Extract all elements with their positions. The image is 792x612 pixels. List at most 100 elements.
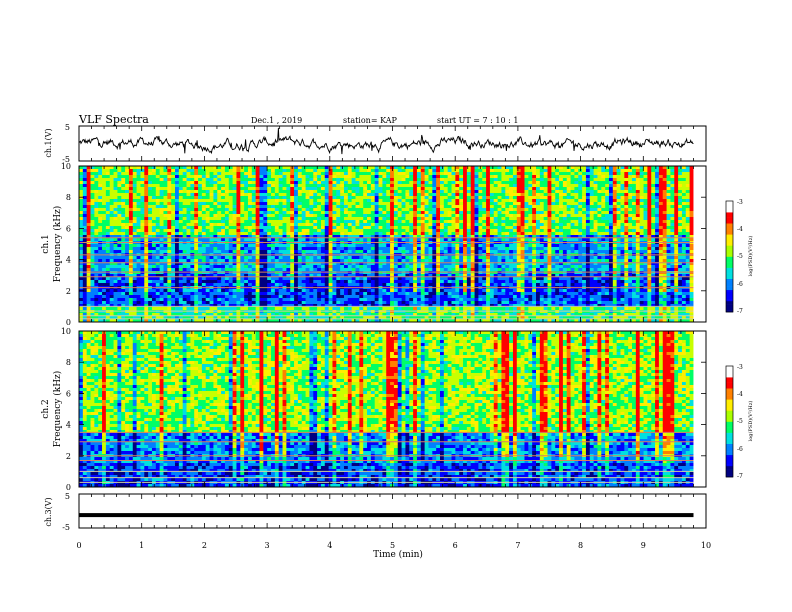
spectrogram-cell — [397, 181, 402, 185]
spectrogram-cell — [228, 166, 234, 170]
spectrogram-cell — [393, 178, 399, 182]
spectrogram-cell — [121, 166, 126, 170]
spectrogram-cell — [451, 226, 456, 230]
spectrogram-cell — [413, 169, 418, 173]
spectrogram-cell — [217, 175, 222, 179]
spectrogram-cell — [658, 211, 664, 215]
spectrogram-cell — [167, 202, 172, 206]
spectrogram-cell — [555, 199, 560, 203]
spectrogram-cell — [670, 166, 675, 170]
spectrogram-cell — [102, 229, 107, 233]
spectrogram-cell — [224, 193, 230, 197]
spectrogram-cell — [478, 196, 483, 200]
spectrogram-cell — [632, 178, 637, 182]
spectrogram-cell — [94, 181, 99, 185]
spectrogram-cell — [562, 175, 568, 179]
spectrogram-cell — [601, 190, 606, 194]
spectrogram-cell — [562, 220, 568, 224]
spectrogram-cell — [390, 175, 395, 179]
spectrogram-cell — [128, 190, 134, 194]
spectrogram-cell — [347, 217, 353, 221]
spectrogram-cell — [628, 238, 633, 242]
spectrogram-cell — [167, 250, 172, 254]
spectrogram-cell — [555, 202, 560, 206]
spectrogram-cell — [159, 199, 164, 203]
spectrogram-cell — [451, 220, 456, 224]
spectrogram-cell — [132, 181, 138, 185]
spectrogram-cell — [447, 184, 452, 188]
spectrogram-cell — [167, 208, 172, 212]
spectrogram-cell — [608, 229, 614, 233]
spectrogram-cell — [489, 181, 495, 185]
spectrogram-cell — [328, 235, 333, 239]
spectrogram-cell — [420, 169, 426, 173]
spectrogram-cell — [282, 256, 287, 260]
spectrogram-cell — [574, 250, 579, 254]
spectrogram-cell — [436, 193, 441, 197]
spectrogram-cell — [420, 208, 426, 212]
spectrogram-cell — [416, 187, 422, 191]
spectrogram-cell — [409, 250, 414, 254]
spectrogram-cell — [524, 244, 529, 248]
spectrogram-cell — [516, 229, 522, 233]
spectrogram-cell — [593, 181, 598, 185]
spectrogram-cell — [666, 220, 671, 224]
spectrogram-cell — [670, 184, 675, 188]
spectrogram-cell — [182, 196, 187, 200]
spectrogram-cell — [497, 169, 502, 173]
spectrogram-cell — [236, 202, 241, 206]
spectrogram-cell — [666, 211, 671, 215]
spectrogram-cell — [94, 247, 99, 251]
spectrogram-cell — [267, 217, 272, 221]
spectrogram-cell — [616, 208, 621, 212]
spectrogram-cell — [681, 232, 687, 236]
spectrogram-cell — [562, 244, 568, 248]
spectrogram-cell — [666, 190, 671, 194]
spectrogram-cell — [420, 181, 426, 185]
spectrogram-cell — [512, 217, 518, 221]
spectrogram-cell — [536, 217, 541, 221]
spectrogram-cell — [121, 250, 126, 254]
spectrogram-cell — [178, 214, 184, 218]
spectrogram-cell — [278, 175, 283, 179]
spectrogram-cell — [117, 172, 122, 176]
spectrogram-cell — [470, 220, 475, 224]
spectrogram-cell — [132, 256, 138, 260]
spectrogram-cell — [201, 202, 207, 206]
spectrogram-cell — [635, 166, 641, 170]
spectrogram-cell — [635, 193, 641, 197]
spectrogram-cell — [470, 244, 475, 248]
spectrogram-cell — [416, 238, 422, 242]
spectrogram-cell — [194, 178, 199, 182]
spectrogram-cell — [140, 229, 145, 233]
spectrogram-cell — [416, 178, 422, 182]
spectrogram-cell — [309, 199, 314, 203]
spectrogram-cell — [178, 244, 184, 248]
spectrogram-cell — [144, 193, 149, 197]
spectrogram-cell — [198, 208, 203, 212]
spectrogram-cell — [367, 226, 372, 230]
spectrogram-cell — [128, 256, 134, 260]
spectrogram-cell — [313, 205, 318, 209]
spectrogram-cell — [570, 244, 575, 248]
spectrogram-cell — [317, 244, 322, 248]
spectrogram-cell — [536, 235, 541, 239]
spectrogram-cell — [351, 238, 356, 242]
spectrogram-cell — [443, 238, 449, 242]
spectrogram-cell — [620, 229, 625, 233]
spectrogram-cell — [328, 220, 333, 224]
spectrogram-cell — [255, 217, 260, 221]
spectrogram-cell — [355, 217, 360, 221]
spectrogram-cell — [194, 190, 199, 194]
spectrogram-cell — [397, 226, 402, 230]
spectrogram-cell — [520, 205, 525, 209]
spectrogram-cell — [632, 220, 637, 224]
spectrogram-cell — [159, 220, 164, 224]
spectrogram-cell — [209, 184, 214, 188]
spectrogram-cell — [82, 250, 88, 254]
spectrogram-cell — [658, 202, 664, 206]
spectrogram-cell — [148, 193, 153, 197]
spectrogram-cell — [255, 190, 260, 194]
spectrogram-cell — [182, 202, 187, 206]
spectrogram-cell — [221, 208, 226, 212]
